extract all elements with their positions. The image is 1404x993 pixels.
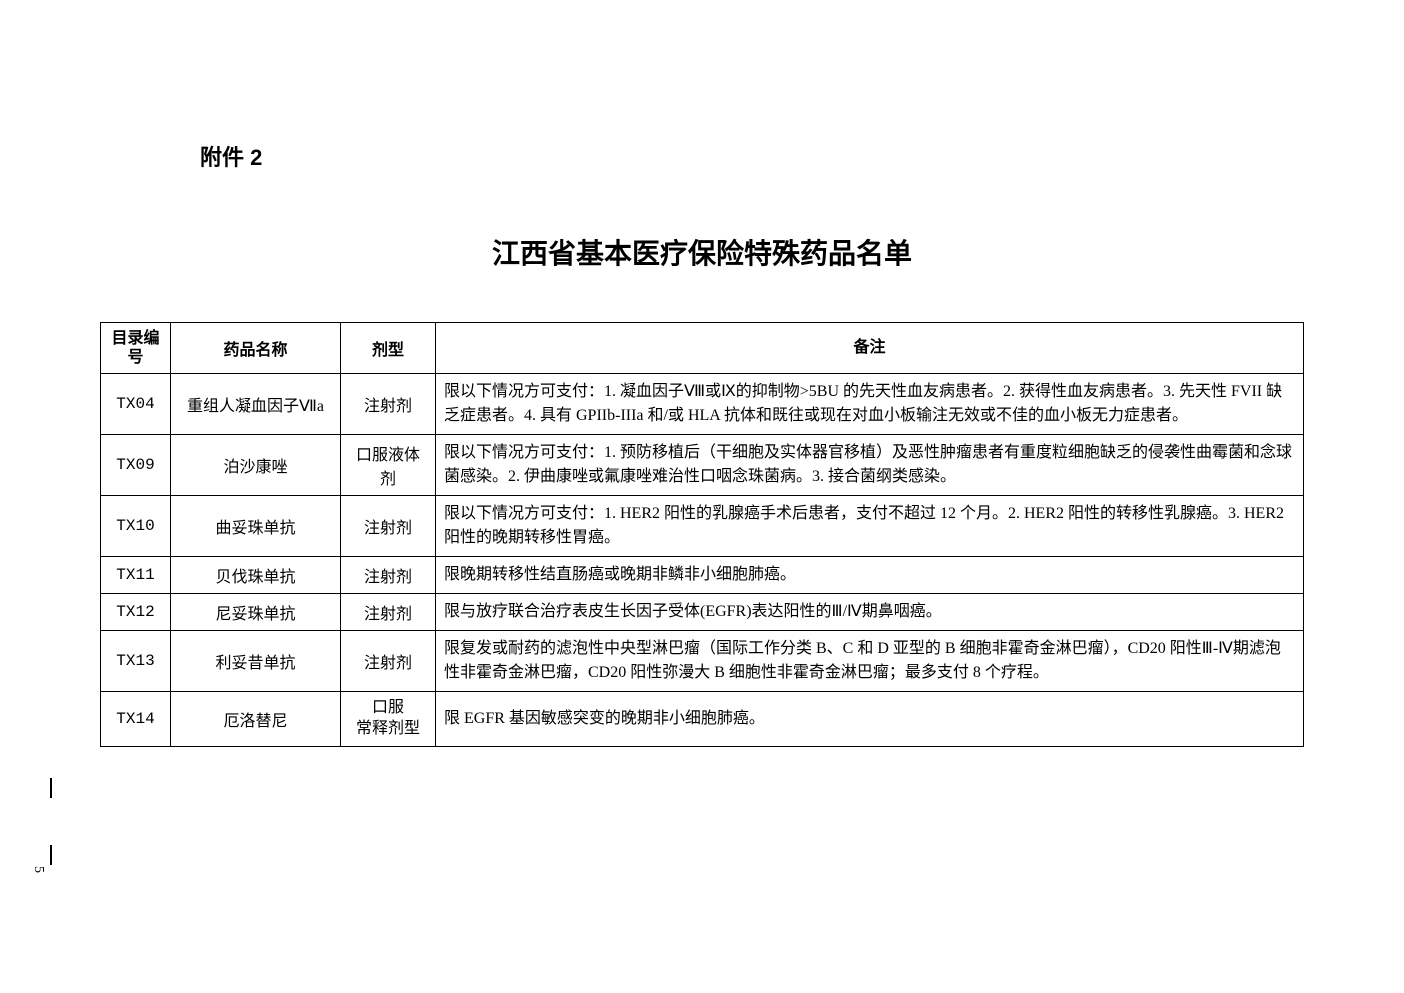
table-header-row: 目录编号 药品名称 剂型 备注 bbox=[101, 323, 1304, 374]
table-row: TX04 重组人凝血因子Ⅶa 注射剂 限以下情况方可支付：1. 凝血因子Ⅷ或Ⅸ的… bbox=[101, 374, 1304, 435]
cell-form: 注射剂 bbox=[341, 631, 436, 692]
cell-name: 重组人凝血因子Ⅶa bbox=[171, 374, 341, 435]
cell-remark: 限与放疗联合治疗表皮生长因子受体(EGFR)表达阳性的Ⅲ/Ⅳ期鼻咽癌。 bbox=[436, 594, 1304, 631]
table-row: TX10 曲妥珠单抗 注射剂 限以下情况方可支付：1. HER2 阳性的乳腺癌手… bbox=[101, 496, 1304, 557]
attachment-label: 附件 2 bbox=[200, 140, 1304, 172]
cell-id: TX10 bbox=[101, 496, 171, 557]
page-number-side: 5 bbox=[30, 866, 46, 873]
cell-remark: 限以下情况方可支付：1. HER2 阳性的乳腺癌手术后患者，支付不超过 12 个… bbox=[436, 496, 1304, 557]
cell-name: 贝伐珠单抗 bbox=[171, 557, 341, 594]
cell-form: 注射剂 bbox=[341, 594, 436, 631]
table-row: TX11 贝伐珠单抗 注射剂 限晚期转移性结直肠癌或晚期非鳞非小细胞肺癌。 bbox=[101, 557, 1304, 594]
cell-form: 注射剂 bbox=[341, 496, 436, 557]
cell-remark: 限以下情况方可支付：1. 预防移植后（干细胞及实体器官移植）及恶性肿瘤患者有重度… bbox=[436, 435, 1304, 496]
table-row: TX12 尼妥珠单抗 注射剂 限与放疗联合治疗表皮生长因子受体(EGFR)表达阳… bbox=[101, 594, 1304, 631]
document-title: 江西省基本医疗保险特殊药品名单 bbox=[100, 232, 1304, 272]
cell-name: 尼妥珠单抗 bbox=[171, 594, 341, 631]
cell-remark: 限晚期转移性结直肠癌或晚期非鳞非小细胞肺癌。 bbox=[436, 557, 1304, 594]
cell-id: TX11 bbox=[101, 557, 171, 594]
cell-name: 利妥昔单抗 bbox=[171, 631, 341, 692]
drug-table: 目录编号 药品名称 剂型 备注 TX04 重组人凝血因子Ⅶa 注射剂 限以下情况… bbox=[100, 322, 1304, 747]
table-row: TX09 泊沙康唑 口服液体剂 限以下情况方可支付：1. 预防移植后（干细胞及实… bbox=[101, 435, 1304, 496]
side-marker-bar bbox=[50, 845, 52, 865]
header-name: 药品名称 bbox=[171, 323, 341, 374]
cell-remark: 限 EGFR 基因敏感突变的晚期非小细胞肺癌。 bbox=[436, 692, 1304, 747]
cell-form: 口服液体剂 bbox=[341, 435, 436, 496]
cell-name: 曲妥珠单抗 bbox=[171, 496, 341, 557]
cell-id: TX12 bbox=[101, 594, 171, 631]
document-page: 附件 2 江西省基本医疗保险特殊药品名单 目录编号 药品名称 剂型 备注 TX0… bbox=[0, 0, 1404, 747]
table-body: TX04 重组人凝血因子Ⅶa 注射剂 限以下情况方可支付：1. 凝血因子Ⅷ或Ⅸ的… bbox=[101, 374, 1304, 747]
header-id: 目录编号 bbox=[101, 323, 171, 374]
cell-form: 注射剂 bbox=[341, 374, 436, 435]
side-marker-bar bbox=[50, 778, 52, 798]
cell-name: 泊沙康唑 bbox=[171, 435, 341, 496]
cell-id: TX13 bbox=[101, 631, 171, 692]
cell-form: 口服常释剂型 bbox=[341, 692, 436, 747]
cell-id: TX04 bbox=[101, 374, 171, 435]
cell-remark: 限以下情况方可支付：1. 凝血因子Ⅷ或Ⅸ的抑制物>5BU 的先天性血友病患者。2… bbox=[436, 374, 1304, 435]
table-row: TX14 厄洛替尼 口服常释剂型 限 EGFR 基因敏感突变的晚期非小细胞肺癌。 bbox=[101, 692, 1304, 747]
table-row: TX13 利妥昔单抗 注射剂 限复发或耐药的滤泡性中央型淋巴瘤（国际工作分类 B… bbox=[101, 631, 1304, 692]
cell-id: TX14 bbox=[101, 692, 171, 747]
header-form: 剂型 bbox=[341, 323, 436, 374]
cell-id: TX09 bbox=[101, 435, 171, 496]
header-remark: 备注 bbox=[436, 323, 1304, 374]
cell-form: 注射剂 bbox=[341, 557, 436, 594]
cell-name: 厄洛替尼 bbox=[171, 692, 341, 747]
cell-remark: 限复发或耐药的滤泡性中央型淋巴瘤（国际工作分类 B、C 和 D 亚型的 B 细胞… bbox=[436, 631, 1304, 692]
